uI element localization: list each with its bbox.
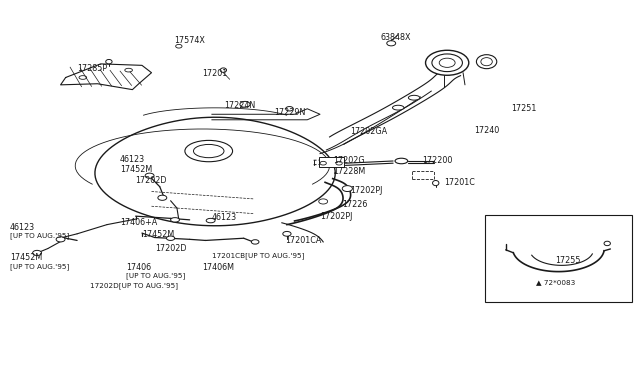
Text: 17201: 17201 xyxy=(202,69,228,78)
Text: 17255: 17255 xyxy=(556,256,580,265)
Text: 17224N: 17224N xyxy=(225,100,256,110)
Text: 17201C: 17201C xyxy=(444,178,475,187)
Ellipse shape xyxy=(220,68,227,72)
Ellipse shape xyxy=(166,236,175,240)
Text: ▲ 72*0083: ▲ 72*0083 xyxy=(536,279,575,285)
Text: 17406+A: 17406+A xyxy=(120,218,157,227)
Text: 17202GA: 17202GA xyxy=(351,127,388,136)
Text: 17202G: 17202G xyxy=(333,156,364,165)
Text: 172200: 172200 xyxy=(422,156,452,165)
Text: 17201CB[UP TO AUG.'95]: 17201CB[UP TO AUG.'95] xyxy=(212,252,304,259)
Text: 17201CA: 17201CA xyxy=(285,236,321,245)
Ellipse shape xyxy=(145,173,154,178)
Text: 17228M: 17228M xyxy=(333,167,365,176)
Text: 17202D: 17202D xyxy=(136,176,167,185)
Ellipse shape xyxy=(285,106,293,111)
Text: 46123: 46123 xyxy=(10,223,35,232)
Bar xyxy=(485,215,632,302)
Text: 17240: 17240 xyxy=(474,126,499,135)
Ellipse shape xyxy=(171,218,179,222)
Ellipse shape xyxy=(240,102,250,107)
Text: 17202PJ: 17202PJ xyxy=(351,186,383,195)
Ellipse shape xyxy=(158,195,167,201)
Ellipse shape xyxy=(206,218,215,223)
Ellipse shape xyxy=(106,60,112,64)
Bar xyxy=(319,157,344,167)
Ellipse shape xyxy=(336,161,342,165)
Ellipse shape xyxy=(185,140,232,162)
Text: [UP TO AUG.'95]: [UP TO AUG.'95] xyxy=(10,232,69,239)
Text: 46123: 46123 xyxy=(212,213,237,222)
Text: 17452M: 17452M xyxy=(142,230,174,239)
Text: 17574X: 17574X xyxy=(173,36,205,45)
Ellipse shape xyxy=(604,241,611,246)
Ellipse shape xyxy=(395,158,408,164)
Ellipse shape xyxy=(320,161,326,165)
Text: 63848X: 63848X xyxy=(380,32,411,42)
Text: 17226: 17226 xyxy=(342,200,367,209)
Text: 46123: 46123 xyxy=(120,155,145,164)
Ellipse shape xyxy=(33,250,42,256)
Ellipse shape xyxy=(342,186,353,192)
Ellipse shape xyxy=(252,240,259,244)
Text: 17452M: 17452M xyxy=(10,253,42,262)
Ellipse shape xyxy=(433,180,439,186)
Ellipse shape xyxy=(283,231,291,236)
Text: 17202PJ: 17202PJ xyxy=(320,212,353,221)
Ellipse shape xyxy=(432,54,463,71)
Text: 17202D[UP TO AUG.'95]: 17202D[UP TO AUG.'95] xyxy=(90,283,178,289)
Text: [UP TO AUG.'95]: [UP TO AUG.'95] xyxy=(126,272,186,279)
Text: [UP TO AUG.'95]: [UP TO AUG.'95] xyxy=(10,263,69,270)
Text: 17202D: 17202D xyxy=(155,244,186,253)
Text: 17452M: 17452M xyxy=(120,165,152,174)
Ellipse shape xyxy=(56,237,65,242)
Ellipse shape xyxy=(476,55,497,69)
Text: 17406: 17406 xyxy=(126,263,151,272)
Text: 17285P: 17285P xyxy=(77,64,108,73)
Ellipse shape xyxy=(426,50,468,75)
Ellipse shape xyxy=(392,105,404,110)
Ellipse shape xyxy=(408,95,420,100)
Text: 17406M: 17406M xyxy=(202,263,234,272)
Text: 17251: 17251 xyxy=(511,103,536,112)
Text: 17229N: 17229N xyxy=(274,108,305,117)
